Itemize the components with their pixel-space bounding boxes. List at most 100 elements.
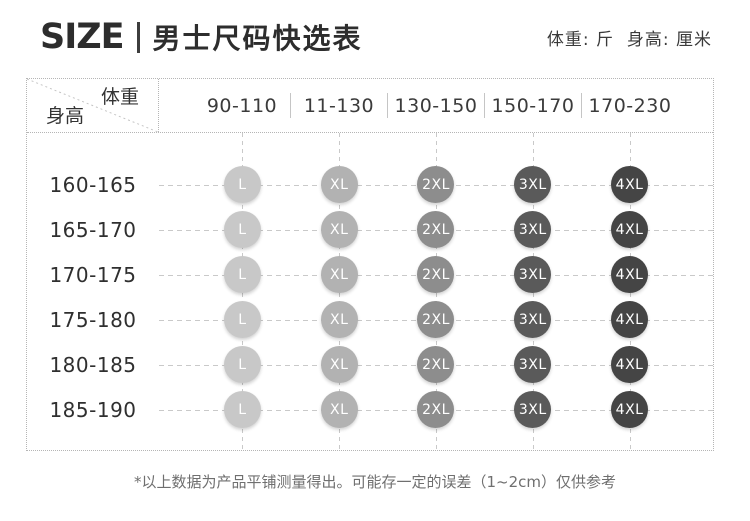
- size-cell: XL: [291, 162, 388, 207]
- size-cell: XL: [291, 207, 388, 252]
- height-row-label: 175-180: [49, 307, 137, 332]
- size-cell: L: [194, 252, 291, 297]
- size-badge: 3XL: [514, 346, 552, 383]
- size-cell: L: [194, 297, 291, 342]
- row-cells: L XL 2XL 3XL 4XL: [159, 297, 713, 342]
- size-table: 体重 身高 90-110 11-130 130-150 150-170 170-230 …: [26, 78, 714, 451]
- page-title: SIZE 男士尺码快选表: [40, 17, 363, 57]
- size-badge: XL: [320, 346, 358, 383]
- size-badge: XL: [320, 301, 358, 338]
- size-badge: L: [223, 346, 261, 383]
- units-note: 体重: 斤 身高: 厘米: [546, 29, 712, 50]
- corner-cell: 体重 身高: [27, 79, 159, 132]
- size-cell: 3XL: [484, 207, 581, 252]
- title-cn: 男士尺码快选表: [152, 22, 363, 55]
- size-badge: L: [223, 256, 261, 293]
- size-badge: 2XL: [417, 391, 455, 428]
- size-cell: 2XL: [388, 162, 485, 207]
- size-badge: L: [223, 166, 261, 203]
- size-cell: 3XL: [484, 162, 581, 207]
- size-cell: 4XL: [581, 387, 678, 432]
- size-badge: 3XL: [514, 391, 552, 428]
- size-badge: 3XL: [514, 256, 552, 293]
- size-cell: 4XL: [581, 252, 678, 297]
- weight-column-header: 150-170: [491, 94, 575, 117]
- table-row: 180-185 L XL 2XL 3XL 4XL: [27, 342, 713, 387]
- size-cell: L: [194, 342, 291, 387]
- size-cell: 4XL: [581, 207, 678, 252]
- diagonal-line: [27, 79, 158, 132]
- size-cell: 3XL: [484, 297, 581, 342]
- column-separator: [484, 93, 485, 118]
- row-cells: L XL 2XL 3XL 4XL: [159, 162, 713, 207]
- size-cell: 2XL: [388, 387, 485, 432]
- size-cell: XL: [291, 297, 388, 342]
- column-separator: [290, 93, 291, 118]
- table-row: 185-190 L XL 2XL 3XL 4XL: [27, 387, 713, 432]
- row-cells: L XL 2XL 3XL 4XL: [159, 387, 713, 432]
- size-badge: XL: [320, 256, 358, 293]
- title-divider: [136, 21, 140, 53]
- size-cell: L: [194, 162, 291, 207]
- height-row-label: 165-170: [49, 217, 137, 242]
- size-cell: L: [194, 387, 291, 432]
- height-row-label: 185-190: [49, 397, 137, 422]
- size-badge: 4XL: [611, 346, 649, 383]
- corner-height-label: 身高: [46, 105, 85, 127]
- size-badge: 2XL: [417, 346, 455, 383]
- table-row: 170-175 L XL 2XL 3XL 4XL: [27, 252, 713, 297]
- size-cell: 4XL: [581, 297, 678, 342]
- weight-column-header: 90-110: [206, 94, 278, 117]
- size-badge: 2XL: [417, 166, 455, 203]
- size-cell: 3XL: [484, 252, 581, 297]
- column-separator: [581, 93, 582, 118]
- title-size-en: SIZE: [40, 17, 125, 57]
- size-badge: 2XL: [417, 211, 455, 248]
- height-row-label: 160-165: [49, 172, 137, 197]
- size-cell: 2XL: [388, 252, 485, 297]
- size-badge: 4XL: [611, 256, 649, 293]
- size-badge: 3XL: [514, 301, 552, 338]
- size-badge: XL: [320, 166, 358, 203]
- size-badge: 4XL: [611, 166, 649, 203]
- size-cell: 3XL: [484, 387, 581, 432]
- table-body: 160-165 L XL 2XL 3XL 4XL 165-170 L XL 2XL 3XL 4XL 17…: [27, 133, 713, 450]
- row-cells: L XL 2XL 3XL 4XL: [159, 342, 713, 387]
- size-cell: XL: [291, 387, 388, 432]
- weight-column-header: 11-130: [303, 94, 375, 117]
- weight-column-header: 130-150: [394, 94, 478, 117]
- size-cell: L: [194, 207, 291, 252]
- table-row: 175-180 L XL 2XL 3XL 4XL: [27, 297, 713, 342]
- column-separator: [387, 93, 388, 118]
- size-badge: XL: [320, 211, 358, 248]
- size-badge: 4XL: [611, 391, 649, 428]
- size-badge: L: [223, 301, 261, 338]
- size-badge: 4XL: [611, 211, 649, 248]
- page-header: SIZE 男士尺码快选表 体重: 斤 身高: 厘米: [40, 16, 712, 58]
- corner-weight-label: 体重: [100, 86, 139, 108]
- size-cell: XL: [291, 342, 388, 387]
- size-badge: 3XL: [514, 211, 552, 248]
- footnote: *以上数据为产品平铺测量得出。可能存一定的误差（1~2cm）仅供参考: [133, 473, 617, 491]
- size-cell: 4XL: [581, 162, 678, 207]
- row-cells: L XL 2XL 3XL 4XL: [159, 252, 713, 297]
- row-cells: L XL 2XL 3XL 4XL: [159, 207, 713, 252]
- size-badge: L: [223, 391, 261, 428]
- table-row: 160-165 L XL 2XL 3XL 4XL: [27, 162, 713, 207]
- table-row: 165-170 L XL 2XL 3XL 4XL: [27, 207, 713, 252]
- size-badge: XL: [320, 391, 358, 428]
- size-cell: 2XL: [388, 342, 485, 387]
- size-badge: L: [223, 211, 261, 248]
- weight-column-header: 170-230: [588, 94, 672, 117]
- size-cell: XL: [291, 252, 388, 297]
- size-cell: 4XL: [581, 342, 678, 387]
- size-badge: 3XL: [514, 166, 552, 203]
- height-row-label: 180-185: [49, 352, 137, 377]
- size-cell: 2XL: [388, 297, 485, 342]
- size-cell: 3XL: [484, 342, 581, 387]
- table-header-row: 体重 身高 90-110 11-130 130-150 150-170 170-230: [27, 79, 713, 133]
- size-badge: 2XL: [417, 256, 455, 293]
- size-cell: 2XL: [388, 207, 485, 252]
- weight-column-headers: 90-110 11-130 130-150 150-170 170-230: [159, 79, 713, 132]
